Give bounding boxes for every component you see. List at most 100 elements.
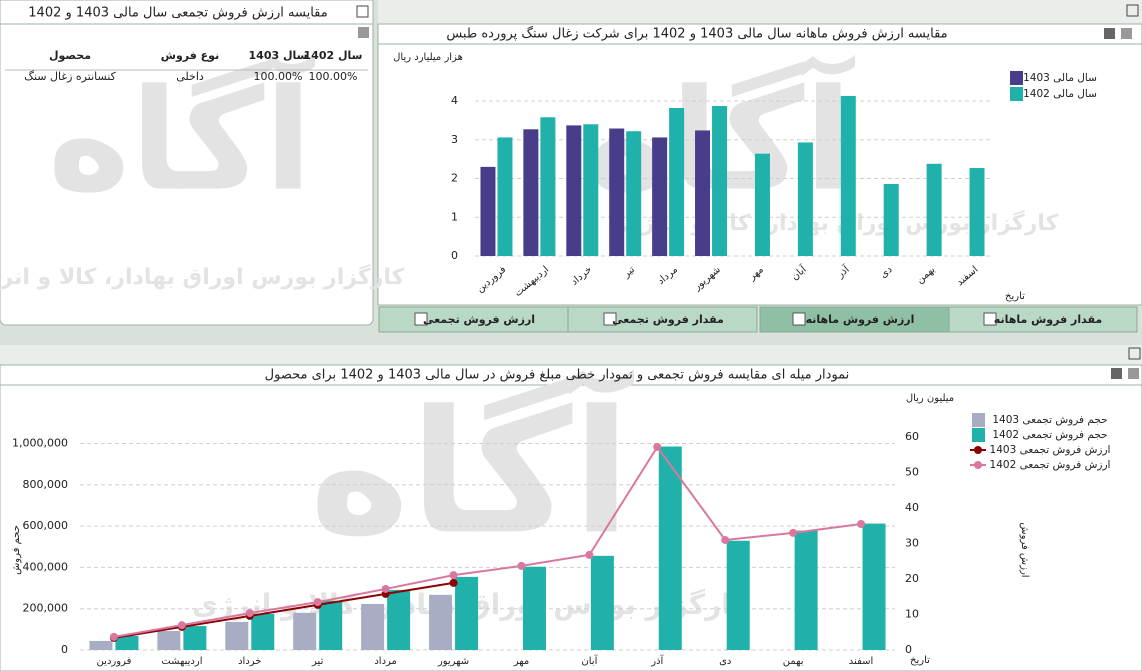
bar bbox=[726, 540, 750, 650]
chart-title: نمودار میله ای مقایسه فروش تجمعی و نمودا… bbox=[265, 368, 850, 383]
tab-icon[interactable] bbox=[983, 312, 997, 326]
x-axis-label: تاریخ bbox=[910, 655, 930, 666]
tab[interactable] bbox=[947, 306, 1138, 333]
tab[interactable] bbox=[567, 306, 758, 333]
line-point bbox=[585, 550, 594, 559]
top-chart-header bbox=[377, 23, 1142, 45]
bar bbox=[862, 523, 886, 650]
bar bbox=[626, 131, 642, 256]
bar bbox=[497, 137, 513, 256]
bar bbox=[387, 589, 411, 650]
line bbox=[113, 581, 454, 639]
table-cell: 100.00% bbox=[254, 70, 303, 83]
tab[interactable] bbox=[378, 306, 569, 333]
bar bbox=[590, 555, 614, 650]
y-axis-label: حجم فروش bbox=[11, 525, 22, 575]
bottom-chart-topbar bbox=[0, 345, 1142, 365]
bar bbox=[566, 125, 582, 256]
line-point bbox=[109, 632, 118, 641]
table-panel-header bbox=[0, 0, 374, 25]
y-tick-label: 400,000 bbox=[23, 560, 69, 573]
y2-tick-label: 60 bbox=[905, 430, 919, 443]
y-tick-label: 4 bbox=[451, 94, 458, 107]
bar bbox=[522, 566, 546, 650]
line-point bbox=[177, 621, 186, 630]
line-point bbox=[449, 571, 458, 580]
legend-swatch bbox=[972, 413, 985, 427]
print-icon[interactable] bbox=[1104, 28, 1115, 39]
tab-label[interactable]: مقدار فروش تجمعی bbox=[612, 313, 724, 326]
bar bbox=[695, 130, 711, 256]
y2-axis-label: ارزش فروش bbox=[1019, 522, 1030, 577]
bar bbox=[794, 530, 818, 650]
bar bbox=[251, 613, 275, 650]
tab-label[interactable]: مقدار فروش ماهانه bbox=[994, 313, 1102, 326]
bar bbox=[183, 626, 207, 650]
y2-axis-unit: میلیون ریال bbox=[906, 393, 954, 404]
tab[interactable] bbox=[759, 306, 950, 333]
tab-icon[interactable] bbox=[792, 312, 806, 326]
legend-swatch bbox=[1010, 71, 1023, 85]
export-icon[interactable] bbox=[1121, 28, 1132, 39]
table-cell: 100.00% bbox=[309, 70, 358, 83]
line bbox=[113, 445, 862, 638]
table-title: مقایسه ارزش فروش تجمعی سال مالی 1403 و 1… bbox=[28, 6, 327, 21]
legend-marker bbox=[974, 446, 982, 454]
y2-tick-label: 50 bbox=[905, 466, 919, 479]
legend-label: ارزش فروش تجمعی 1403 bbox=[990, 444, 1111, 456]
legend-marker bbox=[974, 461, 982, 469]
tab-label[interactable]: ارزش فروش ماهانه bbox=[806, 313, 915, 326]
bar bbox=[658, 446, 682, 650]
y-tick-label: 0 bbox=[61, 643, 68, 656]
table-header: سال 1403 bbox=[249, 49, 308, 62]
bar bbox=[883, 183, 899, 256]
y-tick-label: 1 bbox=[451, 210, 458, 223]
legend-label: ارزش فروش تجمعی 1402 bbox=[990, 459, 1111, 471]
maximize-icon[interactable] bbox=[1128, 347, 1141, 360]
maximize-icon[interactable] bbox=[1126, 4, 1139, 17]
bar bbox=[840, 95, 856, 257]
y-tick-label: 1,000,000 bbox=[12, 436, 68, 449]
watermark-logo: آگاه bbox=[48, 55, 316, 223]
x-tick-label: آبان bbox=[581, 654, 598, 667]
x-tick-label: فروردین bbox=[97, 656, 132, 667]
export-icon[interactable] bbox=[358, 27, 369, 38]
line-point bbox=[313, 598, 322, 607]
bar bbox=[115, 635, 139, 650]
bar bbox=[455, 576, 479, 650]
maximize-icon[interactable] bbox=[356, 5, 369, 18]
table-header: محصول bbox=[49, 49, 91, 62]
legend-label: حجم فروش تجمعی 1402 bbox=[992, 429, 1107, 441]
y2-tick-label: 30 bbox=[905, 537, 919, 550]
y-tick-label: 0 bbox=[451, 249, 458, 262]
bar bbox=[926, 163, 942, 256]
bar bbox=[157, 630, 181, 650]
tab-icon[interactable] bbox=[603, 312, 617, 326]
legend-label: سال مالی 1402 bbox=[1023, 88, 1097, 100]
line-point bbox=[517, 561, 526, 570]
bar bbox=[429, 594, 453, 650]
line-point bbox=[653, 442, 662, 451]
watermark-text: کارگزار بورس اوراق بهادار، کالا و انرژی bbox=[622, 209, 1059, 236]
y2-tick-label: 20 bbox=[905, 572, 919, 585]
x-tick-label: شهریور bbox=[437, 656, 469, 667]
bar bbox=[540, 117, 556, 257]
tab-label[interactable]: ارزش فروش تجمعی bbox=[423, 313, 535, 326]
bar bbox=[754, 153, 770, 256]
x-tick-label: مهر bbox=[513, 656, 529, 667]
bar bbox=[969, 168, 985, 256]
table-panel bbox=[0, 0, 374, 326]
bar bbox=[319, 600, 343, 650]
bar bbox=[523, 129, 539, 256]
bar bbox=[652, 137, 668, 256]
y-tick-label: 600,000 bbox=[23, 519, 69, 532]
table-header: نوع فروش bbox=[161, 49, 219, 62]
export-icon[interactable] bbox=[1128, 368, 1139, 379]
line-point bbox=[789, 528, 798, 537]
tab-icon[interactable] bbox=[414, 312, 428, 326]
y-tick-label: 200,000 bbox=[23, 602, 69, 615]
x-tick-label: اسفند bbox=[849, 656, 873, 667]
print-icon[interactable] bbox=[1111, 368, 1122, 379]
line-point bbox=[245, 609, 254, 618]
